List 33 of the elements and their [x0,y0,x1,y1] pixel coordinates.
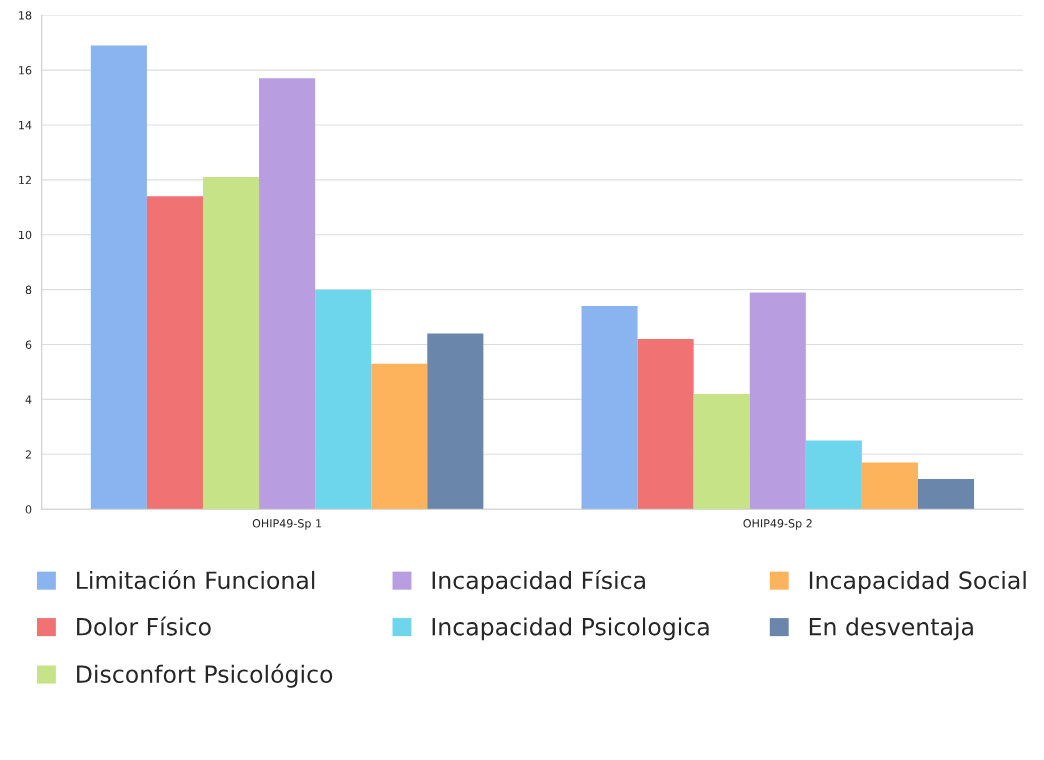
bar [637,339,694,510]
legend-label: En desventaja [809,617,973,641]
legend-label: Dolor Físico [77,616,211,636]
bar [861,462,918,510]
y-tick-label: 8 [25,285,32,295]
x-tick-label: OHIP49-Sp 2 [743,519,812,530]
bar [917,479,975,510]
y-tick-label: 18 [19,11,32,20]
y-tick-label: 0 [25,505,32,514]
bar [749,292,806,510]
bar [146,196,203,510]
y-tick-label: 14 [19,121,32,130]
bar [315,289,372,510]
y-tick-label: 2 [25,450,31,459]
bar [202,177,260,510]
legend-label: Incapacidad Social [809,570,1026,594]
y-tick-label: 4 [25,395,32,404]
y-tick-label: 6 [25,340,32,349]
bar [427,333,484,510]
legend-label: Incapacidad Psicologica [432,617,709,641]
bar [259,78,316,510]
bar [805,440,862,510]
bar [90,45,147,510]
legend-label: Incapacidad Física [432,569,645,594]
bar [693,393,750,510]
bar [371,363,428,510]
bar [581,306,638,510]
y-tick-label: 10 [19,230,32,240]
y-tick-label: 16 [19,66,32,75]
legend-label: Limitación Funcional [77,569,315,590]
y-tick-label: 12 [19,175,31,185]
x-tick-label: OHIP49-Sp 1 [252,519,322,530]
legend-label: Disconfort Psicológico [77,663,333,688]
